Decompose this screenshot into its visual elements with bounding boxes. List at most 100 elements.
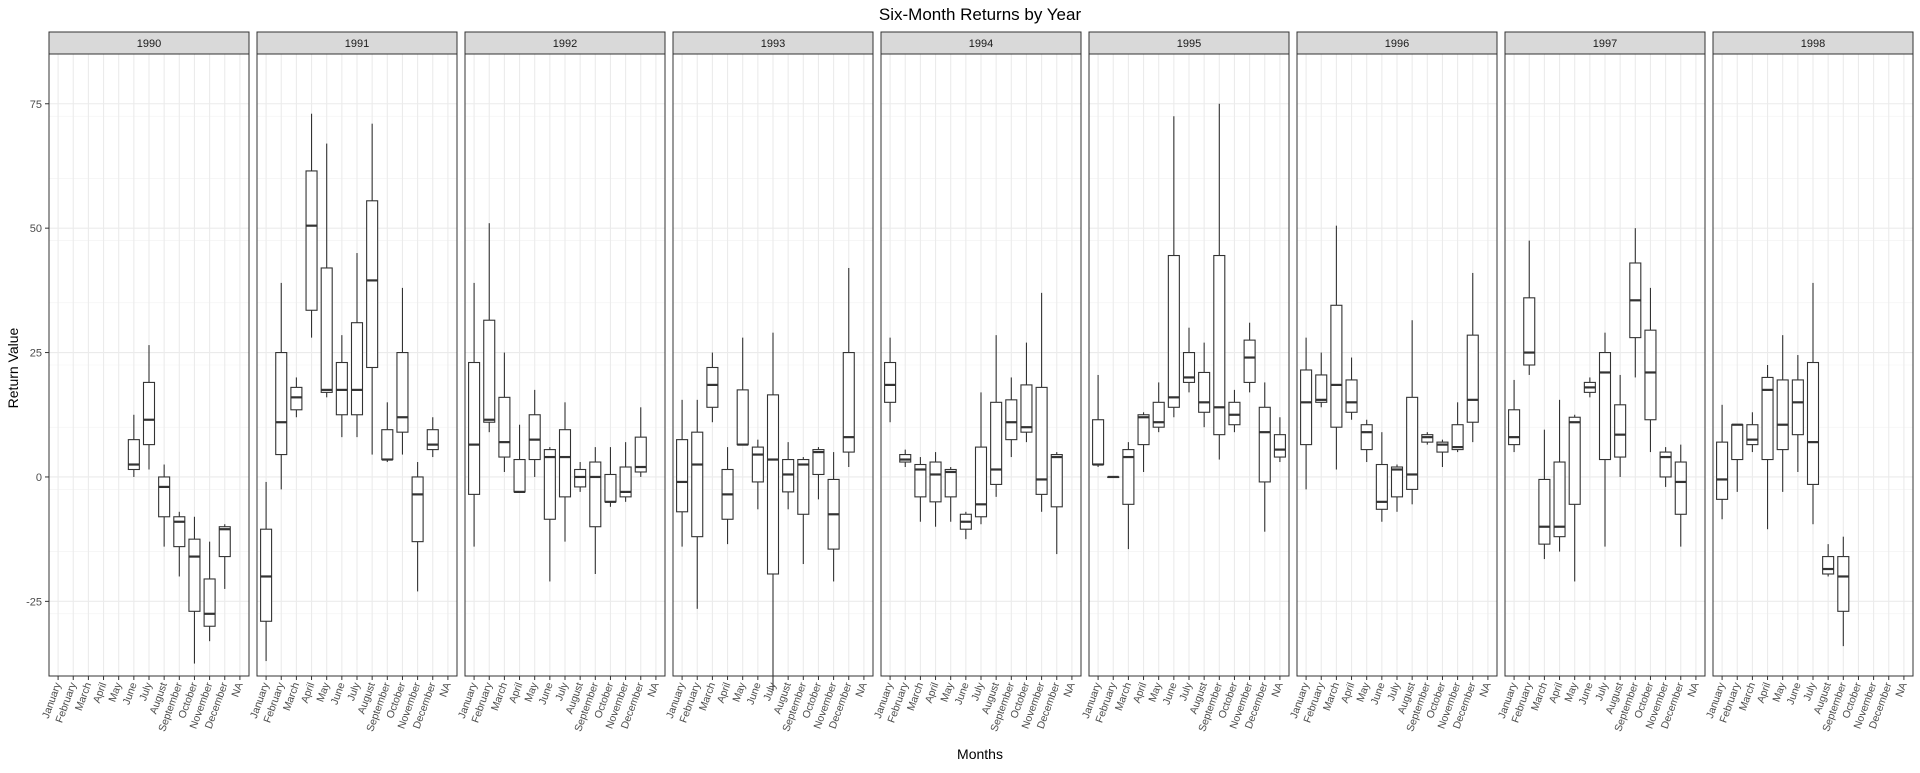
- box-body: [782, 458, 795, 493]
- box-1990-october: [188, 516, 201, 664]
- box-1998-march: [1746, 412, 1759, 453]
- box-1990-december: [218, 524, 231, 589]
- x-axis-label: Months: [957, 746, 1003, 762]
- x-tick-label: NA: [1061, 681, 1077, 699]
- box-1992-june: [543, 447, 556, 582]
- box-body: [1167, 254, 1180, 408]
- box-body: [1390, 466, 1404, 498]
- box-body: [1466, 334, 1479, 423]
- box-body: [1614, 404, 1627, 458]
- box-body: [305, 170, 318, 311]
- box-1994-june: [959, 511, 972, 540]
- box-body: [350, 322, 364, 416]
- box-1991-november: [411, 462, 424, 592]
- box-1992-august: [574, 462, 587, 492]
- box-body: [619, 466, 632, 498]
- facet-strip-label: 1993: [761, 38, 785, 50]
- box-1995-october: [1228, 389, 1241, 433]
- box-body: [335, 361, 348, 416]
- box-body: [320, 267, 333, 393]
- box-body: [1035, 386, 1048, 495]
- box-1994-july: [974, 392, 988, 525]
- box-1997-june: [1583, 377, 1596, 398]
- y-tick-label: 25: [30, 348, 42, 360]
- box-1997-november: [1659, 447, 1672, 487]
- box-body: [766, 394, 780, 575]
- box-body: [990, 401, 1003, 485]
- box-1991-september: [381, 402, 394, 463]
- box-1991-august: [366, 123, 379, 455]
- box-1997-december: [1674, 444, 1687, 547]
- facet-panel: 1991JanuaryFebruaryMarchAprilMayJuneJuly…: [248, 31, 458, 733]
- box-1992-november: [619, 442, 632, 502]
- facet-strip: [1504, 31, 1706, 55]
- facet-strip: [48, 31, 250, 55]
- facet-strip-label: 1996: [1385, 38, 1409, 50]
- box-body: [1421, 434, 1434, 443]
- box-body: [914, 463, 927, 498]
- box-body: [797, 458, 810, 515]
- box-1996-march: [1330, 225, 1343, 470]
- box-1994-january: [884, 337, 897, 423]
- box-1992-march: [498, 352, 511, 472]
- box-body: [736, 389, 749, 446]
- facet-panel: 1998JanuaryFebruaryMarchAprilMayJuneJuly…: [1704, 31, 1914, 733]
- box-body: [751, 446, 764, 483]
- box-body: [142, 381, 156, 446]
- x-tick-label: June: [1161, 681, 1180, 707]
- box-1993-january: [676, 399, 689, 547]
- box-body: [1822, 556, 1835, 575]
- box-body: [944, 468, 957, 498]
- chart-title: Six-Month Returns by Year: [879, 5, 1082, 24]
- facet-panels: 1990JanuaryFebruaryMarchAprilMayJuneJuly…: [40, 31, 1914, 733]
- box-1995-june: [1167, 116, 1180, 418]
- box-1995-february: [1107, 475, 1120, 479]
- box-body: [1436, 441, 1449, 453]
- facet-panel: 1995JanuaryFebruaryMarchAprilMayJuneJuly…: [1080, 31, 1290, 733]
- box-body: [1508, 409, 1521, 446]
- box-body: [974, 446, 988, 518]
- box-1993-december: [842, 267, 855, 468]
- box-1995-november: [1243, 322, 1256, 393]
- box-1994-february: [899, 449, 912, 468]
- box-body: [1273, 434, 1286, 458]
- box-body: [558, 429, 572, 498]
- x-tick-label: April: [1339, 681, 1357, 705]
- box-1993-september: [797, 457, 810, 565]
- box-body: [1568, 416, 1581, 505]
- box-1994-december: [1050, 452, 1063, 555]
- facet-strip: [1088, 31, 1290, 55]
- box-1997-april: [1553, 399, 1566, 552]
- x-tick-label: NA: [229, 681, 245, 699]
- box-1991-april: [305, 113, 318, 338]
- box-body: [426, 429, 439, 451]
- box-1992-february: [483, 223, 496, 433]
- box-body: [1228, 401, 1241, 426]
- box-1996-october: [1436, 439, 1449, 468]
- box-1995-march: [1122, 442, 1135, 550]
- box-body: [1553, 461, 1566, 538]
- box-1998-april: [1761, 365, 1774, 530]
- box-body: [1716, 441, 1729, 500]
- facet-strip-label: 1994: [969, 38, 993, 50]
- box-1997-october: [1644, 287, 1657, 453]
- box-1991-july: [350, 253, 364, 438]
- facet-strip-label: 1992: [553, 38, 577, 50]
- box-body: [1243, 339, 1256, 383]
- x-tick-label: NA: [853, 681, 869, 699]
- box-1994-april: [929, 452, 942, 527]
- x-tick-label: NA: [1685, 681, 1701, 699]
- facet-panel: 1993JanuaryFebruaryMarchAprilMayJuneJuly…: [664, 31, 874, 733]
- box-body: [513, 458, 526, 493]
- box-1991-may: [320, 143, 333, 398]
- box-body: [1258, 406, 1271, 483]
- box-body: [884, 361, 897, 403]
- box-1997-july: [1598, 332, 1612, 547]
- box-1996-july: [1390, 464, 1404, 512]
- box-body: [483, 319, 496, 423]
- box-body: [1776, 379, 1789, 451]
- facet-strip: [1712, 31, 1914, 55]
- box-body: [1198, 371, 1211, 413]
